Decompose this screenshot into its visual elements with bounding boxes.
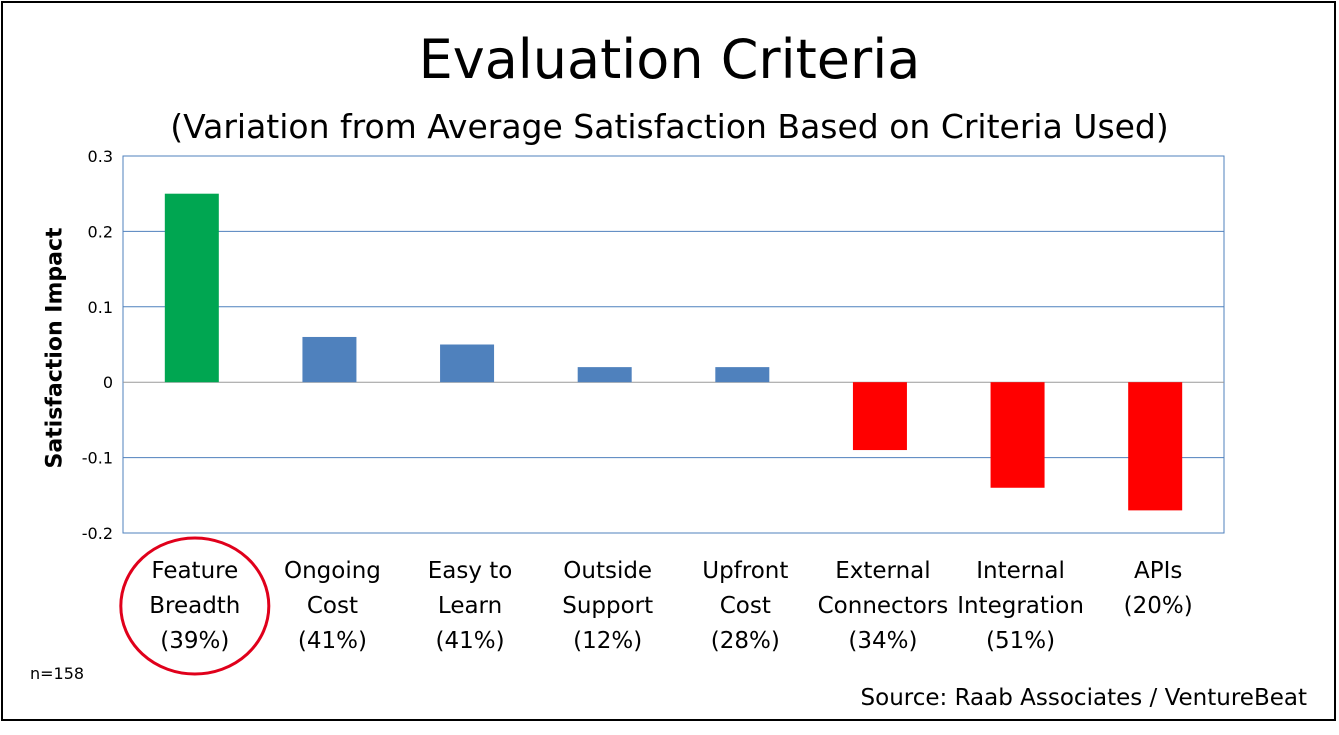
x-tick-label: Upfront (702, 558, 788, 584)
x-tick-label: Support (562, 593, 653, 619)
x-tick-label: (34%) (848, 628, 917, 654)
bar (852, 382, 907, 451)
y-tick-label: 0 (103, 373, 113, 392)
bar (164, 193, 219, 383)
x-tick-label: External (835, 558, 930, 584)
x-tick-label: Ongoing (284, 558, 381, 584)
x-tick-label: Easy to (428, 558, 513, 584)
bar (440, 344, 495, 383)
x-tick-label: Integration (957, 593, 1084, 619)
x-tick-label: (28%) (711, 628, 780, 654)
y-tick-label: 0.3 (88, 147, 113, 166)
highlight-circle (119, 536, 271, 676)
x-tick-label: Breadth (149, 593, 240, 619)
x-tick-label: Cost (307, 593, 358, 619)
x-tick-label: Learn (438, 593, 502, 619)
x-tick-label: Feature (151, 558, 238, 584)
y-tick-label: 0.1 (88, 298, 113, 317)
y-tick-label: 0.2 (88, 222, 113, 241)
bar (1128, 382, 1183, 511)
chart-frame (1, 1, 1336, 721)
x-tick-label: APIs (1134, 558, 1182, 584)
y-tick-label: -0.2 (82, 524, 113, 543)
x-tick-label: (20%) (1124, 593, 1193, 619)
sample-size-note: n=158 (30, 664, 85, 683)
bar (302, 336, 357, 383)
bar (990, 382, 1045, 488)
x-tick-label: (41%) (298, 628, 367, 654)
x-tick-label: Cost (720, 593, 771, 619)
chart-title: Evaluation Criteria (418, 28, 921, 91)
x-tick-label: Outside (563, 558, 652, 584)
plot-area (122, 155, 1225, 534)
x-tick-label: Internal (976, 558, 1065, 584)
bar (715, 367, 770, 383)
bar (577, 367, 632, 383)
y-tick-label: -0.1 (82, 449, 113, 468)
x-tick-label: (51%) (986, 628, 1055, 654)
x-tick-label: (12%) (573, 628, 642, 654)
chart-subtitle: (Variation from Average Satisfaction Bas… (170, 107, 1169, 146)
x-tick-label: Connectors (818, 593, 949, 619)
source-note: Source: Raab Associates / VentureBeat (860, 685, 1307, 711)
x-tick-label: (41%) (436, 628, 505, 654)
x-tick-label: (39%) (160, 628, 229, 654)
